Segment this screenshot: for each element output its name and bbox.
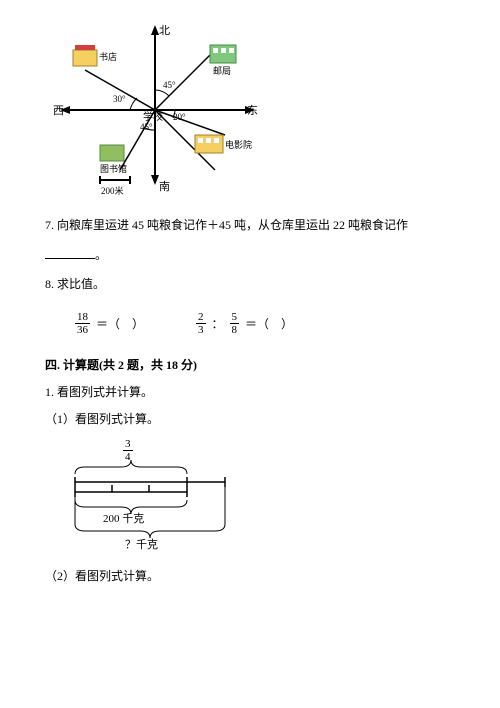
cinema-label: 电影院: [225, 138, 252, 151]
angle-45b: 45°: [140, 122, 153, 132]
section4-sub2: （2）看图列式计算。: [45, 567, 455, 584]
colon: ：: [212, 315, 224, 332]
blank-underline: [45, 245, 95, 259]
frac-5-8: 5 8: [230, 311, 240, 336]
west-label: 西: [53, 102, 64, 118]
section4-sub1: （1）看图列式计算。: [45, 410, 455, 427]
q7-text: 7. 向粮库里运进 45 吨粮食记作＋45 吨，从仓库里运出 22 吨粮食记作: [45, 215, 455, 237]
section4-header: 四. 计算题(共 2 题，共 18 分): [45, 356, 455, 373]
scale-label: 200米: [101, 184, 124, 197]
bookstore-label: 书店: [99, 50, 117, 63]
q7-blank-row: 。: [45, 245, 455, 267]
q7-content: 7. 向粮库里运进 45 吨粮食记作＋45 吨，从仓库里运出 22 吨粮食记作: [45, 218, 408, 232]
frac-18-36: 18 36: [75, 311, 90, 336]
section4-q1: 1. 看图列式并计算。: [45, 383, 455, 400]
compass-diagram: 北 南 西 东 学校 书店 邮局 图书馆 电影院 30° 45° 20° 45°…: [45, 20, 265, 200]
north-label: 北: [159, 22, 170, 38]
frac-2-3: 2 3: [196, 311, 206, 336]
q8-label: 8. 求比值。: [45, 274, 455, 296]
period: 。: [95, 248, 107, 262]
south-label: 南: [159, 178, 170, 194]
east-label: 东: [247, 102, 258, 118]
label-qkg: ？千克: [125, 536, 158, 552]
bar-diagram: 3 4 200 千克 ？千克: [65, 442, 245, 552]
eq1: ＝（ ）: [96, 315, 144, 332]
center-label: 学校: [143, 108, 163, 123]
eq2: ＝（ ）: [245, 315, 293, 332]
q8-expressions: 18 36 ＝（ ） 2 3 ： 5 8 ＝（ ）: [75, 311, 455, 336]
label-200kg: 200 千克: [103, 510, 144, 526]
library-label: 图书馆: [100, 162, 127, 175]
angle-30: 30°: [113, 94, 126, 104]
angle-45a: 45°: [163, 80, 176, 90]
postoffice-label: 邮局: [213, 64, 231, 77]
diagram-frac: 3 4: [123, 438, 133, 463]
angle-20: 20°: [173, 112, 186, 122]
